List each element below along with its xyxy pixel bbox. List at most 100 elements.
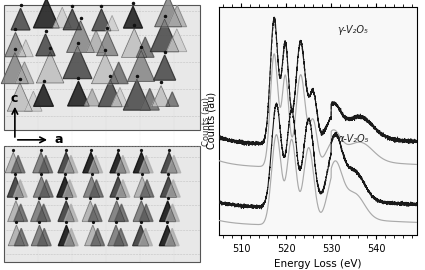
Polygon shape [154, 55, 176, 80]
Polygon shape [63, 180, 76, 197]
Polygon shape [25, 91, 42, 111]
Polygon shape [8, 83, 32, 111]
Polygon shape [68, 81, 89, 106]
Polygon shape [31, 225, 48, 246]
Text: α-V₂O₅: α-V₂O₅ [337, 134, 369, 144]
Polygon shape [64, 228, 78, 246]
Polygon shape [13, 180, 27, 197]
Polygon shape [140, 89, 159, 110]
Polygon shape [58, 201, 74, 221]
Polygon shape [1, 53, 28, 83]
Polygon shape [160, 201, 176, 221]
Polygon shape [67, 21, 94, 52]
Polygon shape [124, 6, 142, 28]
Polygon shape [139, 204, 153, 221]
Polygon shape [37, 228, 51, 246]
FancyBboxPatch shape [4, 5, 200, 130]
Polygon shape [167, 155, 181, 173]
Polygon shape [57, 177, 73, 197]
Polygon shape [64, 204, 78, 221]
Polygon shape [11, 8, 30, 30]
Polygon shape [5, 32, 26, 57]
Polygon shape [110, 152, 126, 173]
Polygon shape [92, 53, 119, 84]
Polygon shape [53, 7, 71, 28]
Polygon shape [116, 155, 130, 173]
X-axis label: Energy Loss (eV): Energy Loss (eV) [274, 259, 361, 269]
Polygon shape [7, 177, 23, 197]
Polygon shape [31, 201, 47, 221]
Polygon shape [14, 204, 28, 221]
Polygon shape [84, 177, 100, 197]
Polygon shape [11, 155, 25, 173]
Polygon shape [110, 177, 126, 197]
Polygon shape [133, 201, 149, 221]
Polygon shape [122, 28, 147, 57]
Polygon shape [167, 29, 187, 52]
Polygon shape [14, 228, 28, 246]
Polygon shape [133, 152, 150, 173]
Polygon shape [39, 155, 53, 173]
Text: γ-V₂O₅: γ-V₂O₅ [337, 25, 368, 35]
Polygon shape [115, 204, 128, 221]
Polygon shape [88, 204, 102, 221]
Polygon shape [5, 152, 21, 173]
Polygon shape [83, 152, 99, 173]
Polygon shape [133, 225, 149, 246]
Polygon shape [108, 201, 125, 221]
Polygon shape [108, 225, 124, 246]
Polygon shape [34, 0, 59, 28]
Polygon shape [112, 87, 128, 107]
Polygon shape [64, 155, 78, 173]
Polygon shape [150, 19, 179, 52]
Polygon shape [34, 84, 54, 106]
Polygon shape [109, 62, 128, 84]
Polygon shape [85, 89, 100, 106]
Polygon shape [8, 225, 25, 246]
Polygon shape [89, 155, 102, 173]
Polygon shape [128, 50, 155, 81]
Polygon shape [136, 37, 154, 57]
Polygon shape [152, 86, 170, 106]
Polygon shape [123, 79, 150, 110]
Polygon shape [168, 5, 187, 27]
Polygon shape [159, 225, 176, 246]
Polygon shape [82, 201, 99, 221]
Polygon shape [167, 180, 180, 197]
Polygon shape [8, 201, 24, 221]
Polygon shape [37, 204, 51, 221]
Polygon shape [114, 228, 128, 246]
Polygon shape [33, 152, 49, 173]
Polygon shape [40, 180, 53, 197]
Polygon shape [18, 40, 33, 57]
Text: a: a [54, 133, 63, 146]
Polygon shape [116, 180, 130, 197]
Polygon shape [63, 46, 92, 79]
Polygon shape [63, 9, 81, 30]
Polygon shape [36, 34, 55, 56]
Polygon shape [86, 30, 106, 52]
Text: Counts (au): Counts (au) [201, 97, 211, 146]
Polygon shape [165, 228, 179, 246]
Polygon shape [37, 52, 64, 83]
Polygon shape [140, 180, 154, 197]
Polygon shape [139, 228, 153, 246]
Polygon shape [58, 152, 74, 173]
Polygon shape [85, 225, 101, 246]
Polygon shape [166, 204, 179, 221]
Polygon shape [160, 177, 176, 197]
Polygon shape [34, 177, 50, 197]
Polygon shape [91, 228, 105, 246]
Text: c: c [10, 92, 17, 105]
Polygon shape [134, 177, 150, 197]
Y-axis label: Counts (au): Counts (au) [206, 92, 216, 149]
Polygon shape [161, 152, 177, 173]
Polygon shape [90, 180, 103, 197]
Polygon shape [92, 9, 111, 31]
Polygon shape [139, 155, 153, 173]
FancyBboxPatch shape [4, 146, 200, 262]
Polygon shape [58, 225, 74, 246]
Polygon shape [105, 15, 119, 31]
Polygon shape [98, 79, 122, 107]
Polygon shape [97, 31, 118, 56]
